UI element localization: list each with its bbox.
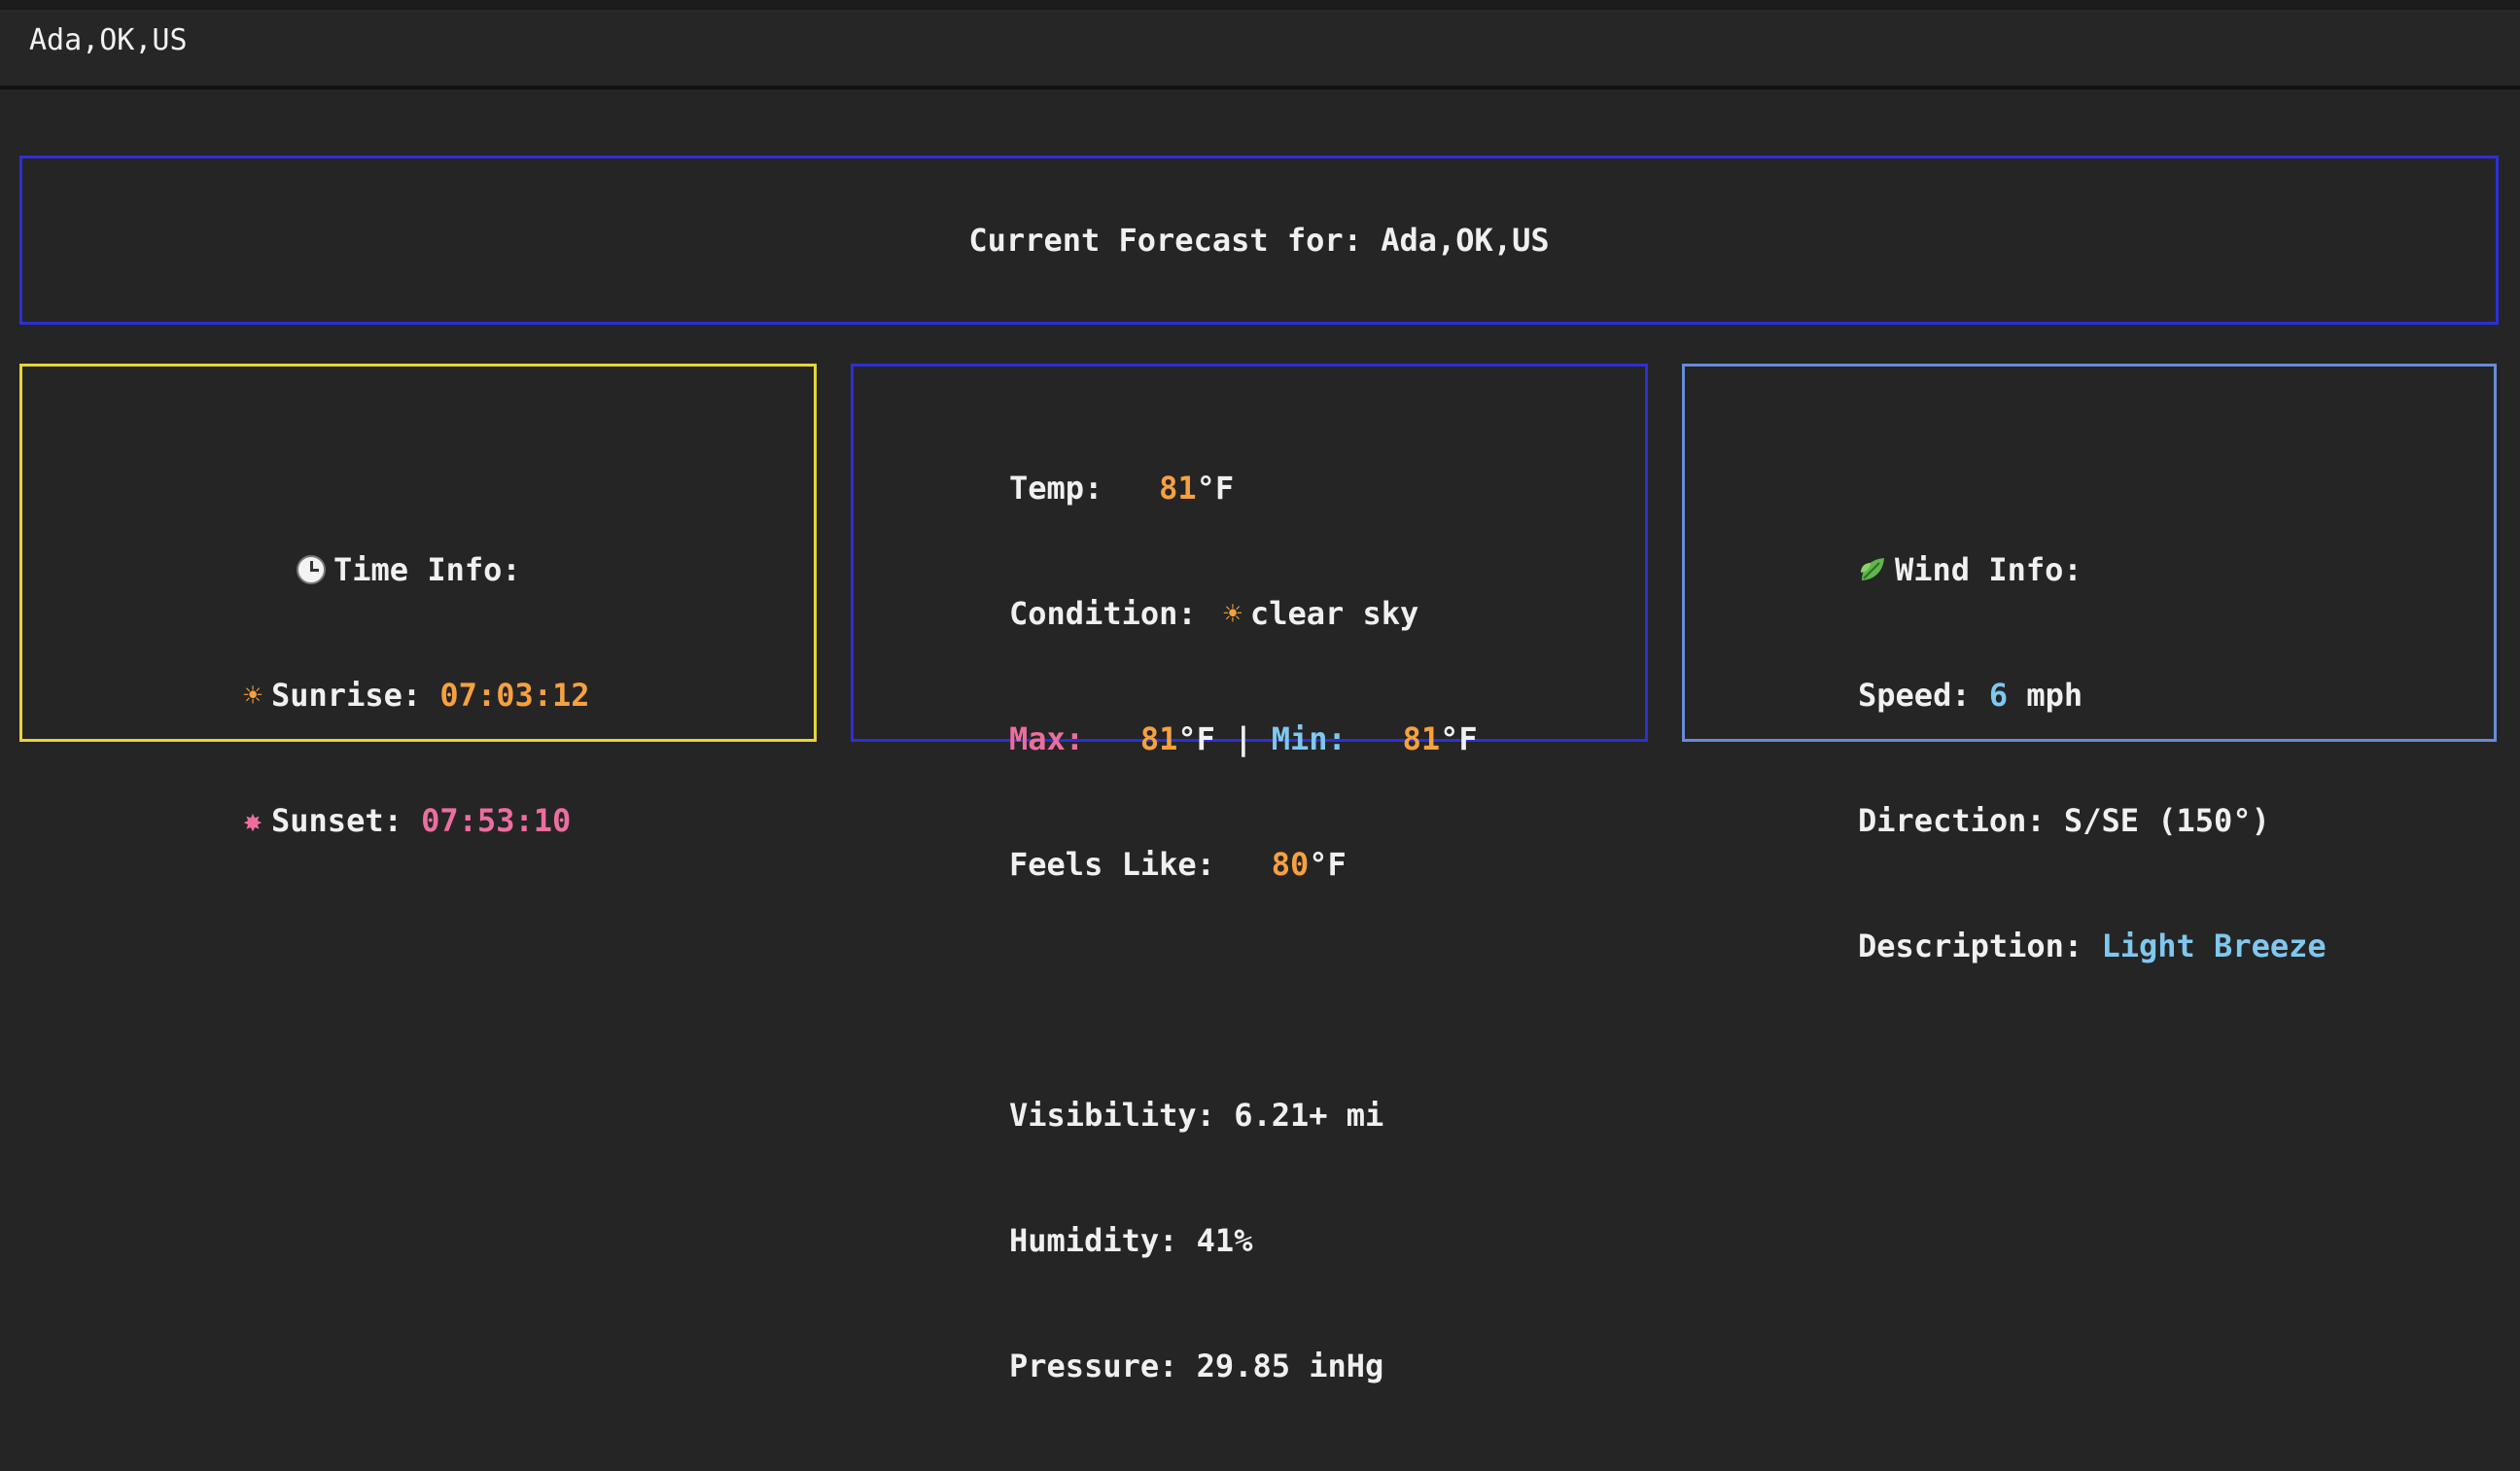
- max-min-separator: |: [1214, 720, 1272, 757]
- wind-direction-value: S/SE (150°): [2063, 802, 2270, 839]
- window-top-bar: [0, 0, 2520, 10]
- humidity-line: Humidity: 41%: [1009, 1220, 1478, 1262]
- wind-description-line: Description: Light Breeze: [1858, 926, 2327, 967]
- header-bar: [0, 10, 2520, 89]
- temp-label: Temp:: [1009, 470, 1160, 507]
- wind-direction-line: Direction: S/SE (150°): [1858, 800, 2327, 842]
- sunset-line: ✸ Sunset: 07:53:10: [234, 800, 590, 842]
- sun-icon: ☀: [243, 677, 262, 714]
- clock-icon: [297, 555, 326, 584]
- condition-value: clear sky: [1249, 595, 1419, 632]
- condition-label: Condition:: [1009, 595, 1215, 632]
- max-value: 81: [1139, 720, 1178, 757]
- sun-icon: ☀: [1223, 595, 1242, 632]
- forecast-banner: Current Forecast for: Ada,OK,US: [19, 156, 2499, 325]
- wind-info-panel: Wind Info: Speed: 6 mph Direction: S/SE …: [1682, 364, 2497, 964]
- visibility-value: 6.21+ mi: [1234, 1097, 1384, 1134]
- min-label: Min:: [1271, 720, 1403, 757]
- visibility-label: Visibility:: [1009, 1097, 1235, 1134]
- wind-speed-line: Speed: 6 mph: [1858, 675, 2327, 717]
- pressure-label: Pressure:: [1009, 1348, 1197, 1384]
- pressure-value: 29.85 inHg: [1196, 1348, 1384, 1384]
- wind-description-label: Description:: [1858, 928, 2102, 964]
- max-unit: °F: [1177, 720, 1215, 757]
- max-label: Max:: [1009, 720, 1140, 757]
- wind-info-text: Wind Info: Speed: 6 mph Direction: S/SE …: [1858, 466, 2327, 1051]
- wind-info-title-line: Wind Info:: [1858, 549, 2327, 591]
- wind-speed-label: Speed:: [1858, 677, 1989, 714]
- sunrise-label: Sunrise:: [271, 677, 440, 714]
- visibility-line: Visibility: 6.21+ mi: [1009, 1095, 1478, 1137]
- condition-line: Condition: ☀ clear sky: [1009, 593, 1478, 635]
- feels-like-unit: °F: [1309, 846, 1347, 883]
- banner-label: Current Forecast for:: [968, 222, 1382, 259]
- humidity-label: Humidity:: [1009, 1222, 1197, 1259]
- sun-icon: ✸: [243, 802, 262, 839]
- wind-direction-label: Direction:: [1858, 802, 2064, 839]
- temp-line: Temp: 81°F: [1009, 468, 1478, 509]
- min-unit: °F: [1440, 720, 1478, 757]
- wind-info-title: Wind Info:: [1895, 551, 2082, 588]
- feels-like-line: Feels Like: 80°F: [1009, 844, 1478, 886]
- wind-speed-unit: mph: [2008, 677, 2083, 714]
- sunset-label: Sunset:: [271, 802, 422, 839]
- time-info-title: Time Info:: [333, 551, 521, 588]
- banner-location: Ada,OK,US: [1381, 222, 1550, 259]
- feels-like-label: Feels Like:: [1009, 846, 1272, 883]
- weather-panel: Temp: 81°F Condition: ☀ clear sky Max: 81…: [851, 364, 1648, 1384]
- weather-text: Temp: 81°F Condition: ☀ clear sky Max: 81…: [1009, 384, 1478, 1471]
- blank-line: [1009, 969, 1478, 1011]
- max-min-line: Max: 81°F | Min: 81°F: [1009, 718, 1478, 760]
- wind-speed-value: 6: [1988, 677, 2009, 714]
- time-info-title-line: Time Info:: [234, 549, 590, 591]
- time-info-text: Time Info: ☀ Sunrise: 07:03:12 ✸ Sunset: 0…: [234, 466, 590, 926]
- temp-value: 81: [1159, 470, 1197, 507]
- leaf-icon: [1861, 558, 1884, 580]
- humidity-value: 41%: [1196, 1222, 1253, 1259]
- min-value: 81: [1402, 720, 1441, 757]
- wind-description-value: Light Breeze: [2101, 928, 2327, 964]
- location-input[interactable]: [29, 16, 1196, 64]
- temp-unit: °F: [1196, 470, 1235, 507]
- sunset-value: 07:53:10: [421, 802, 572, 839]
- sunrise-line: ☀ Sunrise: 07:03:12: [234, 675, 590, 717]
- sunrise-value: 07:03:12: [439, 677, 590, 714]
- time-info-panel: Time Info: ☀ Sunrise: 07:03:12 ✸ Sunset: 0…: [19, 364, 817, 839]
- feels-like-value: 80: [1271, 846, 1310, 883]
- pressure-line: Pressure: 29.85 inHg: [1009, 1346, 1478, 1387]
